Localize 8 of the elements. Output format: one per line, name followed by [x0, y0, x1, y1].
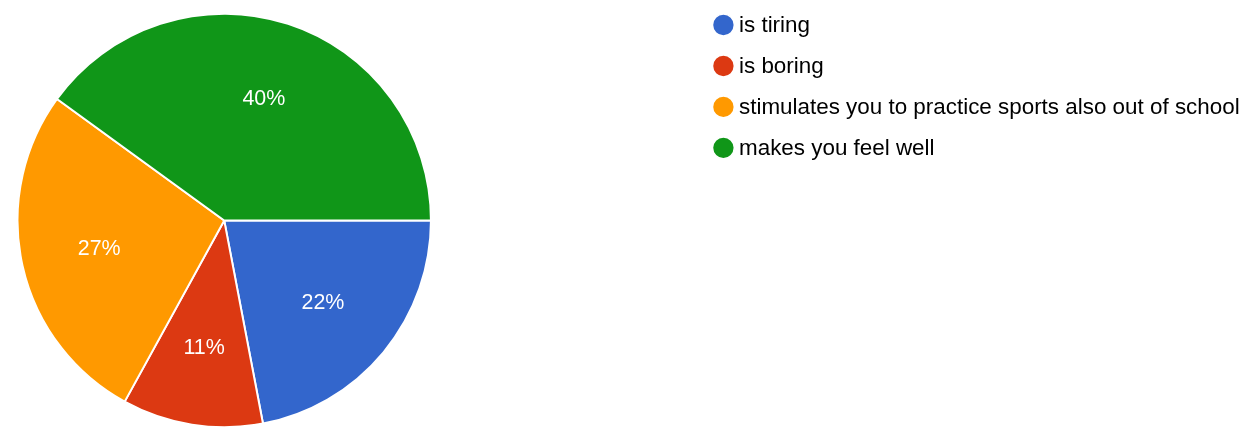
data-label: 27%	[77, 236, 121, 261]
legend-label: makes you feel well	[739, 134, 935, 160]
data-label: 11%	[183, 334, 225, 359]
legend-label: stimulates you to practice sports also out of school	[739, 93, 1240, 119]
data-label: 22%	[301, 290, 345, 315]
data-label: 40%	[242, 86, 286, 111]
legend-label: is tiring	[739, 11, 810, 37]
legend-label: is boring	[739, 52, 824, 78]
